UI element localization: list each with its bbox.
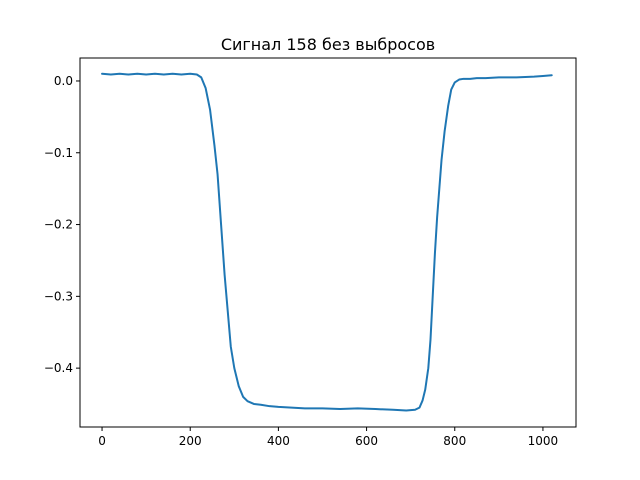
y-tick-label: −0.3 <box>44 289 73 303</box>
series-line <box>101 72 553 412</box>
y-tick-label: −0.1 <box>44 146 73 160</box>
x-tick-label: 400 <box>267 434 290 448</box>
x-tick-label: 200 <box>179 434 202 448</box>
x-tick-label: 800 <box>443 434 466 448</box>
x-axis: 0 200 400 600 800 1000 <box>98 427 558 448</box>
plot-frame <box>79 57 577 428</box>
y-tick-label: 0.0 <box>54 74 73 88</box>
x-tick-label: 600 <box>355 434 378 448</box>
x-tick-label: 1000 <box>528 434 559 448</box>
y-tick-label: −0.2 <box>44 218 73 232</box>
y-tick-label: −0.4 <box>44 361 73 375</box>
y-axis: 0.0 −0.1 −0.2 −0.3 −0.4 <box>44 74 80 375</box>
x-tick-label: 0 <box>98 434 106 448</box>
chart-title: Сигнал 158 без выбросов <box>221 35 435 54</box>
